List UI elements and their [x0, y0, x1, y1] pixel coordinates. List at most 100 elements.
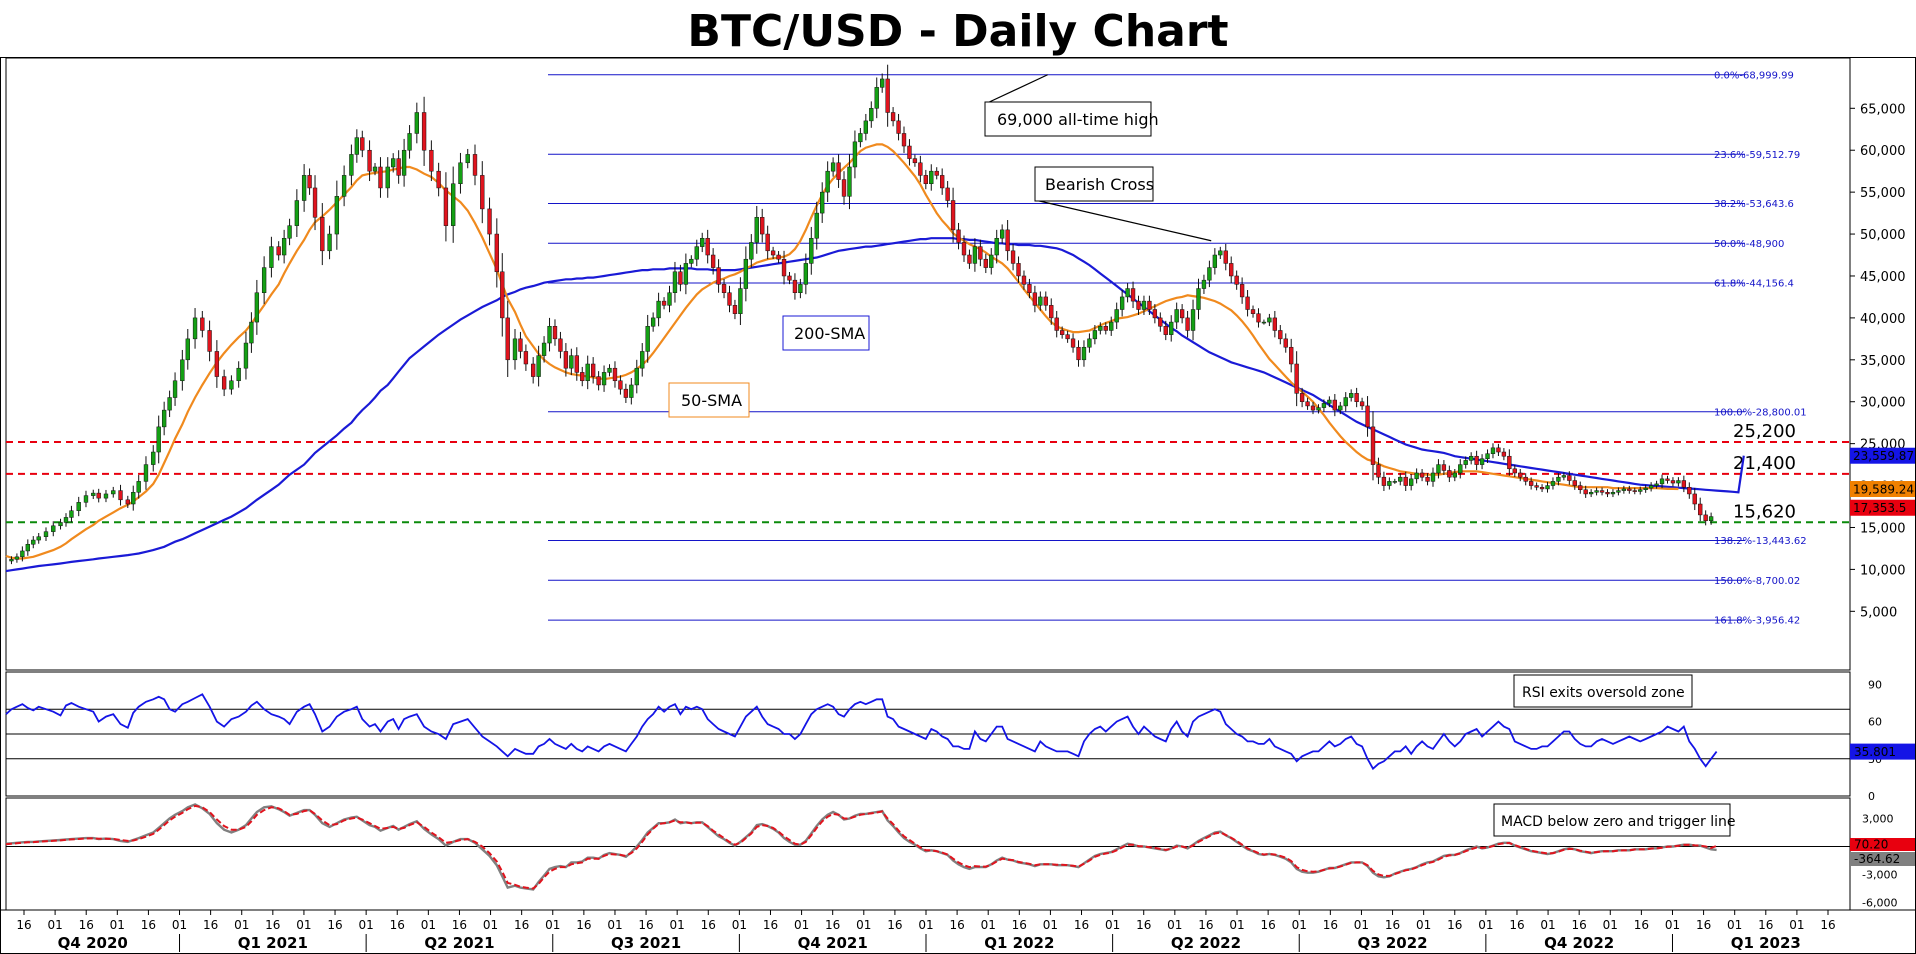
rsi-tick-label: 60 — [1868, 716, 1882, 729]
candle-body — [378, 166, 383, 189]
candle-body — [1321, 403, 1327, 408]
quarter-label: Q1 2023 — [1731, 934, 1801, 952]
day-tick-label: 01 — [483, 918, 498, 932]
candle-body — [1245, 296, 1250, 310]
candle-body — [1687, 486, 1692, 495]
candle-body — [1496, 447, 1501, 453]
candle-body — [1332, 399, 1337, 411]
candle-body — [1441, 464, 1447, 471]
day-tick-label: 01 — [1665, 918, 1680, 932]
candle-body — [1708, 516, 1714, 522]
candle-body — [880, 78, 885, 88]
candle-body — [934, 170, 939, 176]
candle-body — [1354, 393, 1359, 402]
price-tick-label: 60,000 — [1860, 144, 1906, 159]
candle-body — [1016, 263, 1021, 277]
candle-body — [1289, 346, 1294, 365]
day-tick-label: 01 — [545, 918, 560, 932]
candle-body — [103, 493, 109, 499]
candle-body — [1076, 346, 1081, 361]
candle-body — [672, 271, 678, 293]
candle-body — [1643, 487, 1648, 491]
rsi-tick-label: 0 — [1868, 790, 1875, 803]
candle-body — [500, 271, 505, 319]
candle-body — [505, 317, 510, 361]
candle-body — [36, 536, 41, 541]
candle-body — [1523, 476, 1528, 482]
candle-body — [1392, 481, 1397, 483]
candle-body — [994, 237, 999, 256]
candle-body — [841, 179, 847, 197]
fib-level-label: 150.0%-8,700.02 — [1714, 576, 1800, 587]
price-tick-label: 10,000 — [1860, 563, 1906, 578]
quarter-label: Q4 2022 — [1544, 934, 1614, 952]
candle-body — [1605, 492, 1610, 495]
candle-body — [1621, 488, 1627, 491]
candle-body — [869, 108, 874, 122]
candle-body — [1545, 485, 1550, 490]
candle-body — [776, 254, 781, 260]
price-tick-label: 5,000 — [1860, 605, 1897, 620]
candle-body — [1583, 489, 1588, 495]
candle-body — [683, 263, 689, 285]
candle-body — [1207, 267, 1212, 281]
candle-body — [1327, 399, 1332, 404]
candle-body — [1125, 288, 1130, 298]
candle-body — [480, 175, 485, 210]
price-tick-label: 40,000 — [1860, 312, 1906, 327]
candle-body — [1114, 309, 1119, 323]
candle-body — [1087, 338, 1092, 348]
candle-body — [765, 233, 770, 252]
candle-body — [896, 120, 901, 134]
day-tick-label: 01 — [1229, 918, 1244, 932]
day-tick-label: 16 — [887, 918, 902, 932]
candle-body — [700, 237, 705, 247]
candle-body — [1692, 493, 1697, 505]
price-tick-label: 65,000 — [1860, 102, 1906, 117]
candle-body — [634, 367, 639, 386]
candle-body — [1130, 288, 1136, 302]
candle-body — [1054, 317, 1059, 331]
candle-body — [236, 367, 241, 382]
day-tick-label: 01 — [1043, 918, 1058, 932]
candle-body — [161, 409, 167, 428]
day-tick-label: 16 — [1323, 918, 1338, 932]
candle-body — [451, 183, 456, 226]
candle-body — [770, 250, 776, 256]
candle-body — [1458, 464, 1463, 474]
candle-body — [151, 451, 156, 465]
candle-body — [1234, 275, 1239, 285]
candle-body — [1550, 481, 1556, 486]
day-tick-label: 16 — [1385, 918, 1400, 932]
candle-body — [458, 162, 463, 185]
candle-body — [1065, 334, 1070, 340]
candle-body — [858, 133, 863, 143]
candle-body — [623, 388, 629, 398]
day-tick-label: 16 — [949, 918, 964, 932]
day-tick-label: 01 — [794, 918, 809, 932]
price-tag — [1850, 499, 1915, 516]
candle-body — [131, 492, 136, 505]
day-tick-label: 16 — [141, 918, 156, 932]
candle-body — [372, 166, 378, 172]
candle-body — [167, 397, 172, 411]
candle-body — [436, 170, 441, 189]
candle-body — [1447, 470, 1452, 478]
candle-body — [1174, 309, 1179, 323]
candle-body — [1528, 481, 1534, 486]
macd-tick-label: -6,000 — [1862, 897, 1897, 910]
level-label: 25,200 — [1733, 421, 1796, 442]
day-tick-label: 01 — [732, 918, 747, 932]
candle-body — [923, 175, 928, 185]
day-tick-label: 01 — [1603, 918, 1618, 932]
candle-body — [254, 292, 260, 323]
candle-body — [1098, 326, 1103, 331]
candle-body — [1212, 254, 1218, 268]
candle-body — [1027, 284, 1032, 293]
candle-body — [1381, 476, 1387, 486]
candle-body — [1468, 455, 1474, 461]
candle-body — [1196, 288, 1201, 310]
candle-body — [1109, 321, 1114, 331]
candle-body — [830, 162, 836, 172]
candle-body — [1534, 485, 1539, 488]
